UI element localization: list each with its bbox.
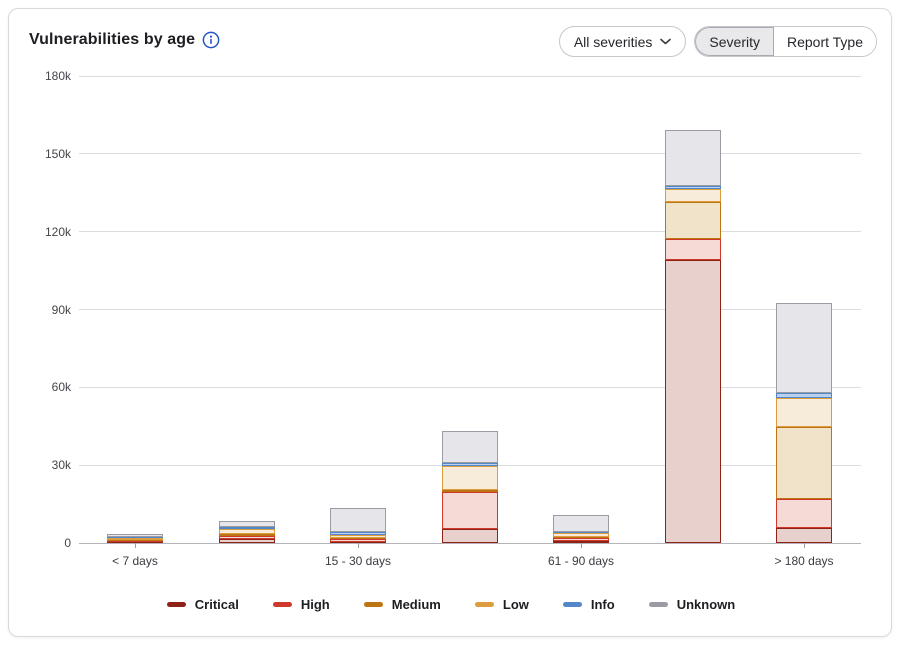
y-axis-label: 120k: [44, 224, 71, 239]
legend-label: Info: [590, 597, 615, 612]
legend-label: Unknown: [676, 597, 736, 612]
bar-segment-high-cat2[interactable]: [330, 539, 386, 542]
severity-filter-dropdown[interactable]: All severities: [558, 26, 687, 57]
bar-segment-critical-cat4[interactable]: [553, 540, 609, 543]
bar-segment-medium-cat5[interactable]: [664, 201, 721, 240]
bar-segment-info-cat5[interactable]: [664, 186, 721, 189]
bar-segment-info-cat3[interactable]: [441, 463, 498, 467]
info-circle-icon[interactable]: [202, 31, 220, 49]
legend-item-low[interactable]: Low: [474, 597, 529, 612]
bar-segment-info-cat1[interactable]: [218, 526, 275, 530]
x-axis-label: > 180 days: [774, 554, 834, 568]
view-toggle: Severity Report Type: [694, 26, 877, 57]
bar-segment-low-cat3[interactable]: [441, 466, 498, 490]
gridline: [79, 309, 861, 310]
bar-segment-low-cat2[interactable]: [330, 534, 386, 538]
bar-segment-unknown-cat5[interactable]: [664, 130, 721, 187]
y-axis-label: 60k: [51, 380, 71, 395]
bar-segment-high-cat5[interactable]: [664, 239, 721, 261]
x-axis-label: 15 - 30 days: [324, 554, 392, 568]
bar-segment-high-cat6[interactable]: [776, 499, 832, 528]
chart-legend: Critical High Medium Low Info Unknown: [9, 597, 891, 612]
gridline: [79, 231, 861, 233]
y-axis-label: 90k: [51, 302, 71, 317]
bar-segment-info-cat2[interactable]: [330, 532, 386, 535]
gridline: [79, 153, 861, 155]
legend-swatch-unknown: [648, 602, 668, 607]
legend-swatch-info: [562, 602, 582, 607]
bar-segment-unknown-cat2[interactable]: [330, 507, 386, 533]
bar-segment-high-cat3[interactable]: [441, 491, 498, 530]
legend-label: Medium: [391, 597, 441, 612]
bar-segment-info-cat6[interactable]: [776, 392, 832, 398]
bar-segment-medium-cat2[interactable]: [330, 537, 386, 540]
legend-swatch-critical: [166, 602, 186, 607]
legend-swatch-high: [272, 602, 292, 607]
bar-segment-critical-cat3[interactable]: [441, 529, 498, 543]
legend-label: High: [300, 597, 330, 612]
bar-segment-low-cat1[interactable]: [218, 529, 275, 535]
bar-segment-medium-cat3[interactable]: [441, 489, 498, 492]
legend-label: Critical: [194, 597, 239, 612]
bar-segment-low-cat5[interactable]: [664, 188, 721, 202]
bar-segment-unknown-cat1[interactable]: [218, 520, 275, 527]
y-axis-label: 0: [64, 536, 71, 550]
legend-item-critical[interactable]: Critical: [166, 597, 239, 612]
x-axis-tick: [135, 543, 136, 548]
x-axis-tick: [358, 543, 359, 548]
bar-segment-low-cat0[interactable]: [107, 538, 163, 541]
bar-segment-medium-cat1[interactable]: [218, 533, 275, 536]
legend-swatch-low: [474, 602, 494, 607]
bar-segment-unknown-cat0[interactable]: [107, 533, 163, 538]
bar-segment-unknown-cat4[interactable]: [553, 515, 609, 532]
bar-segment-low-cat6[interactable]: [776, 397, 832, 427]
x-axis-tick: [804, 543, 805, 548]
title-wrap: Vulnerabilities by age: [29, 31, 220, 49]
y-axis-label: 150k: [44, 146, 71, 161]
x-axis-label: 61 - 90 days: [547, 554, 615, 568]
legend-swatch-medium: [363, 602, 383, 607]
legend-item-high[interactable]: High: [272, 597, 330, 612]
severity-filter-value: All severities: [573, 33, 653, 50]
bar-segment-critical-cat6[interactable]: [776, 527, 832, 543]
bar-segment-medium-cat6[interactable]: [776, 426, 832, 500]
y-axis-label: 30k: [51, 458, 71, 473]
legend-label: Low: [502, 597, 529, 612]
toggle-option-report-type[interactable]: Report Type: [773, 27, 876, 56]
x-axis-tick: [581, 543, 582, 548]
legend-item-info[interactable]: Info: [562, 597, 615, 612]
legend-item-unknown[interactable]: Unknown: [648, 597, 736, 612]
chart-plot-area: < 7 days 15 - 30 days 61 - 90 days > 180 da…: [79, 75, 861, 568]
x-axis-label: < 7 days: [112, 554, 158, 568]
bar-segment-unknown-cat3[interactable]: [441, 430, 498, 464]
x-axis-line: [79, 542, 861, 544]
legend-item-medium[interactable]: Medium: [363, 597, 441, 612]
toggle-option-severity[interactable]: Severity: [695, 27, 774, 56]
bar-segment-critical-cat1[interactable]: [218, 539, 275, 543]
card-header: Vulnerabilities by age All severities: [9, 9, 891, 67]
bar-segment-high-cat1[interactable]: [218, 535, 275, 540]
gridline: [79, 386, 861, 388]
vulnerabilities-by-age-card: Vulnerabilities by age All severities: [8, 8, 892, 637]
gridline: [79, 75, 861, 77]
bar-segment-critical-cat5[interactable]: [664, 260, 721, 543]
bar-segment-low-cat4[interactable]: [553, 533, 609, 538]
bar-segment-unknown-cat6[interactable]: [776, 303, 832, 393]
chevron-down-icon: [660, 38, 672, 45]
y-axis-label: 180k: [44, 69, 71, 83]
bar-segment-high-cat4[interactable]: [553, 537, 609, 541]
page-title: Vulnerabilities by age: [29, 31, 196, 48]
header-controls: All severities Severity Report Type: [558, 26, 877, 57]
